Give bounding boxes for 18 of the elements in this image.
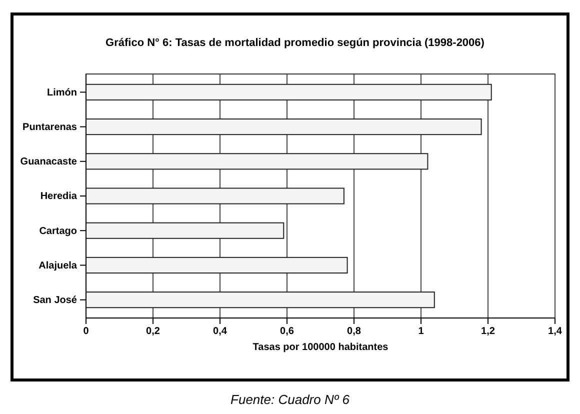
y-tick-label: Limón xyxy=(47,87,77,98)
y-tick-label: Heredia xyxy=(40,191,78,202)
y-tick-label: San José xyxy=(33,295,78,306)
x-tick-label: 0 xyxy=(83,326,90,338)
x-axis-title: Tasas por 100000 habitantes xyxy=(252,342,389,353)
x-tick-label: 0,6 xyxy=(280,326,294,338)
source-note: Fuente: Cuadro Nº 6 xyxy=(230,392,350,407)
x-tick-label: 1,2 xyxy=(481,326,496,338)
x-tick-label: 0,2 xyxy=(146,326,160,338)
x-tick-label: 0,4 xyxy=(213,326,228,338)
x-tick-label: 1,4 xyxy=(548,326,562,338)
y-tick-label: Alajuela xyxy=(38,260,78,272)
y-tick-label: Guanacaste xyxy=(20,156,78,168)
y-tick-label: Cartago xyxy=(39,226,77,237)
x-tick-label: 1 xyxy=(418,326,424,338)
x-tick-label: 0,8 xyxy=(347,326,362,338)
y-tick-label: Puntarenas xyxy=(22,122,78,133)
chart-title: Gráfico N° 6: Tasas de mortalidad promedio según provincia (1998-2006) xyxy=(106,37,485,49)
